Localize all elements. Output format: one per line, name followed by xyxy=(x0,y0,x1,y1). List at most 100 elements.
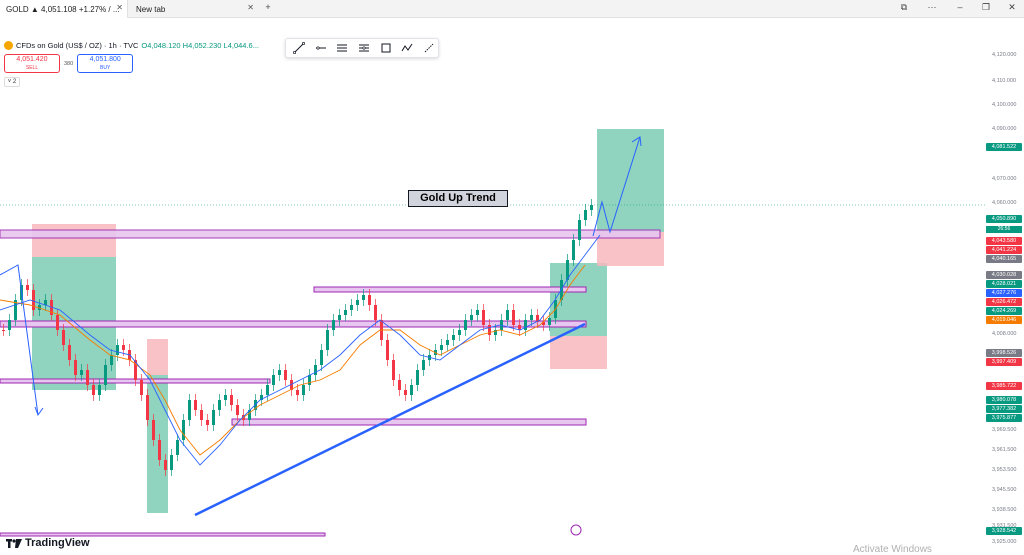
candle-body xyxy=(152,420,155,440)
price-tick-label: 4,060.000 xyxy=(992,200,1017,206)
price-level-label: 4,028.021 xyxy=(986,280,1022,288)
candlestick-series xyxy=(2,199,593,476)
resistance-band[interactable] xyxy=(0,229,661,239)
candle-body xyxy=(92,385,95,395)
take-profit-zone[interactable] xyxy=(147,375,168,513)
candle-body xyxy=(98,385,101,395)
candle-body xyxy=(416,370,419,385)
plus-icon[interactable]: + xyxy=(265,2,271,12)
price-level-label: 3,975.877 xyxy=(986,414,1022,422)
rectangle-tool-icon[interactable] xyxy=(377,40,395,56)
close-icon[interactable]: ✕ xyxy=(247,3,254,12)
candle-body xyxy=(452,335,455,340)
candle-body xyxy=(86,370,89,385)
replay-icon[interactable] xyxy=(570,524,582,536)
candle-body xyxy=(422,360,425,370)
candle-body xyxy=(26,285,29,290)
candle-body xyxy=(536,315,539,322)
trendline-tool-icon[interactable] xyxy=(290,40,308,56)
trend-annotation[interactable]: Gold Up Trend xyxy=(408,190,508,207)
candle-body xyxy=(74,360,77,375)
candle-body xyxy=(164,460,167,470)
candle-body xyxy=(470,315,473,320)
candle-body xyxy=(578,220,581,240)
price-level-label: 4,024.269 xyxy=(986,307,1022,315)
price-tick-label: 3,931.500 xyxy=(992,523,1017,529)
stop-loss-zone[interactable] xyxy=(32,224,116,257)
candle-body xyxy=(290,380,293,390)
candle-body xyxy=(446,340,449,345)
projection-path[interactable] xyxy=(592,136,641,237)
buy-button[interactable]: 4,051.800 BUY xyxy=(77,54,134,73)
window-close-icon[interactable]: ✕ xyxy=(1008,2,1016,12)
horizontal-line-tool-icon[interactable] xyxy=(312,40,330,56)
windows-watermark: Activate Windows xyxy=(853,544,932,555)
brush-tool-icon[interactable] xyxy=(420,40,438,56)
path-tool-icon[interactable] xyxy=(399,40,417,56)
take-profit-zone[interactable] xyxy=(597,129,664,232)
candle-body xyxy=(476,310,479,315)
chart-area[interactable]: CFDs on Gold (US$ / OZ) · 1h · TVC O4,04… xyxy=(0,18,1024,555)
candle-body xyxy=(104,365,107,385)
candle-body xyxy=(2,330,5,331)
tab-gold[interactable]: GOLD ▲ 4,051.108 +1.27% / ... ✕ xyxy=(0,0,128,18)
price-tick-label: 3,925.000 xyxy=(992,539,1017,545)
stop-loss-zone[interactable] xyxy=(550,336,607,369)
price-tick-label: 4,110.000 xyxy=(992,78,1017,84)
projection-path[interactable] xyxy=(0,264,39,416)
candle-body xyxy=(440,345,443,350)
price-tick-label: 3,961.500 xyxy=(992,447,1017,453)
candle-body xyxy=(590,205,593,210)
maximize-icon[interactable]: ❐ xyxy=(981,2,991,12)
candle-body xyxy=(56,315,59,330)
candle-body xyxy=(350,305,353,310)
minimize-icon[interactable]: – xyxy=(957,2,963,12)
candle-body xyxy=(62,330,65,345)
parallel-channel-tool-icon[interactable] xyxy=(333,40,351,56)
candle-body xyxy=(170,455,173,470)
resistance-band[interactable] xyxy=(313,286,587,293)
support-band[interactable] xyxy=(231,418,587,426)
price-level-label: 4,027.276 xyxy=(986,289,1022,297)
candle-body xyxy=(326,330,329,350)
price-level-label: 3,998.526 xyxy=(986,349,1022,357)
price-level-label: 3,928.542 xyxy=(986,527,1022,535)
candle-body xyxy=(488,325,491,335)
trade-buttons: 4,051.420 SELL 380 4,051.800 BUY xyxy=(4,54,134,73)
candle-body xyxy=(224,395,227,400)
price-level-label: 4,041.224 xyxy=(986,246,1022,254)
candle-body xyxy=(584,210,587,220)
candle-body xyxy=(404,390,407,395)
price-tick-label: 4,070.000 xyxy=(992,176,1017,182)
sell-label: SELL xyxy=(25,65,39,71)
price-tick-label: 4,100.000 xyxy=(992,102,1017,108)
candle-body xyxy=(320,350,323,365)
candle-body xyxy=(140,380,143,395)
drawing-toolbar xyxy=(285,38,439,58)
candle-body xyxy=(356,300,359,305)
candle-body xyxy=(398,380,401,390)
chart-canvas[interactable] xyxy=(0,18,1024,539)
indicators-toggle[interactable]: ˅ 2 xyxy=(4,77,20,87)
candle-body xyxy=(230,395,233,405)
candle-body xyxy=(212,410,215,425)
more-icon[interactable]: ··· xyxy=(927,2,937,12)
symbol-legend: CFDs on Gold (US$ / OZ) · 1h · TVC O4,04… xyxy=(4,41,259,50)
candle-body xyxy=(386,340,389,360)
pitchfork-tool-icon[interactable] xyxy=(355,40,373,56)
sell-button[interactable]: 4,051.420 SELL xyxy=(4,54,60,73)
uptrend-line[interactable] xyxy=(194,322,586,517)
symbol-name[interactable]: CFDs on Gold (US$ / OZ) · 1h · TVC xyxy=(16,41,139,50)
stop-loss-zone[interactable] xyxy=(147,339,168,375)
close-icon[interactable]: ✕ xyxy=(116,3,123,12)
tab-new[interactable]: New tab ✕ xyxy=(130,0,258,18)
support-band[interactable] xyxy=(0,532,326,537)
support-band[interactable] xyxy=(0,320,587,328)
candle-body xyxy=(512,310,515,325)
price-tick-label: 4,120.000 xyxy=(992,52,1017,58)
candle-body xyxy=(464,320,467,330)
candle-body xyxy=(302,385,305,395)
candle-body xyxy=(362,295,365,300)
candle-body xyxy=(206,420,209,425)
translate-icon[interactable]: ⧉ xyxy=(900,2,908,12)
